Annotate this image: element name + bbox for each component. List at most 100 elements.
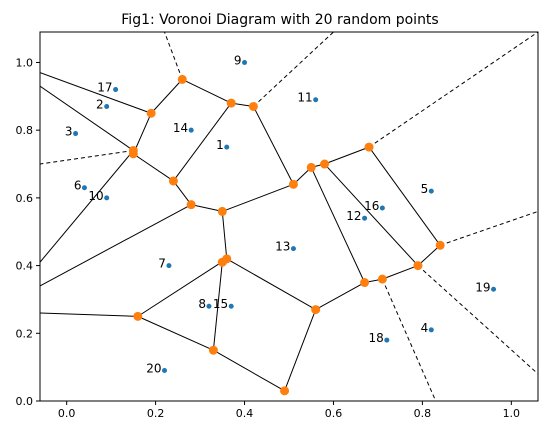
voronoi-vertex: [364, 142, 374, 152]
voronoi-vertex: [280, 386, 290, 396]
point-label-11: 11: [297, 91, 312, 105]
voronoi-ridge-infinite: [368, 32, 538, 148]
x-tick-label: 0.2: [147, 407, 165, 420]
voronoi-edge: [40, 150, 134, 263]
voronoi-edge: [324, 163, 419, 266]
voronoi-edge: [315, 282, 365, 311]
point-label-17: 17: [97, 81, 112, 95]
seed-point-14: [188, 127, 194, 133]
voronoi-ridge-infinite: [40, 149, 134, 165]
seed-point-10: [104, 195, 110, 201]
voronoi-edge: [172, 180, 192, 205]
chart-title: Fig1: Voronoi Diagram with 20 random poi…: [121, 12, 438, 28]
y-tick-label: 0.8: [16, 124, 34, 137]
x-tick-label: 0.6: [325, 407, 343, 420]
voronoi-edge: [417, 244, 441, 266]
seed-point-3: [73, 131, 79, 137]
seed-point-17: [113, 87, 119, 93]
voronoi-ridge-infinite: [164, 32, 183, 80]
seed-point-6: [81, 185, 87, 191]
voronoi-edge: [368, 146, 441, 246]
voronoi-edge: [182, 78, 232, 104]
voronoi-vertex: [226, 98, 236, 108]
voronoi-vertex: [320, 159, 330, 169]
voronoi-ridge-infinite: [381, 278, 437, 401]
voronoi-vertex: [413, 261, 423, 271]
point-label-4: 4: [421, 321, 429, 335]
axes-frame: [39, 31, 539, 402]
voronoi-edge: [382, 265, 419, 280]
seed-point-15: [228, 303, 234, 309]
voronoi-edge: [213, 349, 285, 392]
seed-point-11: [313, 97, 319, 103]
seed-point-19: [491, 286, 497, 292]
points-layer: [73, 59, 497, 374]
point-label-5: 5: [421, 182, 429, 196]
voronoi-edge: [137, 258, 228, 317]
voronoi-edge: [226, 258, 316, 311]
seed-point-13: [290, 246, 296, 252]
voronoi-edge: [40, 204, 192, 287]
voronoi-edge: [40, 312, 138, 317]
voronoi-vertex: [168, 176, 178, 186]
voronoi-edge: [133, 153, 174, 182]
seed-point-7: [166, 263, 172, 269]
point-label-12: 12: [346, 209, 361, 223]
voronoi-ridge-infinite: [253, 32, 334, 107]
point-label-3: 3: [65, 125, 73, 139]
voronoi-edge: [252, 106, 294, 185]
voronoi-vertex: [311, 305, 321, 315]
voronoi-edge: [221, 211, 228, 259]
point-label-6: 6: [74, 179, 82, 193]
point-label-9: 9: [234, 53, 242, 67]
voronoi-vertex: [377, 274, 387, 284]
voronoi-vertex: [435, 240, 445, 250]
y-tick-label: 1.0: [16, 56, 34, 69]
seed-point-5: [428, 188, 434, 194]
voronoi-vertex: [306, 162, 316, 172]
voronoi-edge: [310, 167, 366, 283]
x-tick-label: 0.0: [58, 407, 76, 420]
x-tick-label: 0.8: [414, 407, 432, 420]
voronoi-vertex: [217, 257, 227, 267]
y-tick-label: 0.0: [16, 395, 34, 408]
voronoi-edge: [40, 72, 152, 114]
y-tick-label: 0.4: [16, 260, 34, 273]
voronoi-vertex: [133, 311, 143, 321]
voronoi-ridge-infinite: [440, 210, 538, 246]
y-axis: 0.0 0.2 0.4 0.6 0.8 1.0: [16, 56, 40, 408]
x-axis: 0.0 0.2 0.4 0.6 0.8 1.0: [58, 401, 520, 420]
seed-point-9: [242, 59, 248, 65]
point-label-18: 18: [369, 331, 384, 345]
point-label-8: 8: [198, 297, 206, 311]
voronoi-ridge-infinite: [417, 265, 538, 375]
voronoi-vertex: [186, 200, 196, 210]
voronoi-edge: [40, 85, 134, 151]
voronoi-edge: [212, 262, 223, 351]
voronoi-vertex: [146, 108, 156, 118]
voronoi-edge: [222, 183, 294, 212]
voronoi-edge: [324, 146, 370, 165]
point-label-16: 16: [364, 199, 379, 213]
voronoi-edge: [137, 315, 214, 351]
seed-point-2: [104, 103, 110, 109]
point-label-20: 20: [146, 362, 161, 376]
y-tick-label: 0.6: [16, 192, 34, 205]
point-label-1: 1: [216, 138, 224, 152]
point-label-7: 7: [158, 257, 166, 271]
seed-point-4: [428, 327, 434, 333]
voronoi-vertex: [360, 278, 370, 288]
x-tick-label: 1.0: [503, 407, 521, 420]
seed-point-16: [379, 205, 385, 211]
y-tick-label: 0.2: [16, 327, 34, 340]
seed-point-1: [224, 144, 230, 150]
point-label-10: 10: [88, 189, 103, 203]
voronoi-edge: [150, 79, 183, 114]
voronoi-edge: [191, 204, 223, 212]
voronoi-edge: [172, 102, 232, 182]
seed-point-20: [162, 368, 167, 374]
voronoi-edge: [284, 309, 317, 392]
